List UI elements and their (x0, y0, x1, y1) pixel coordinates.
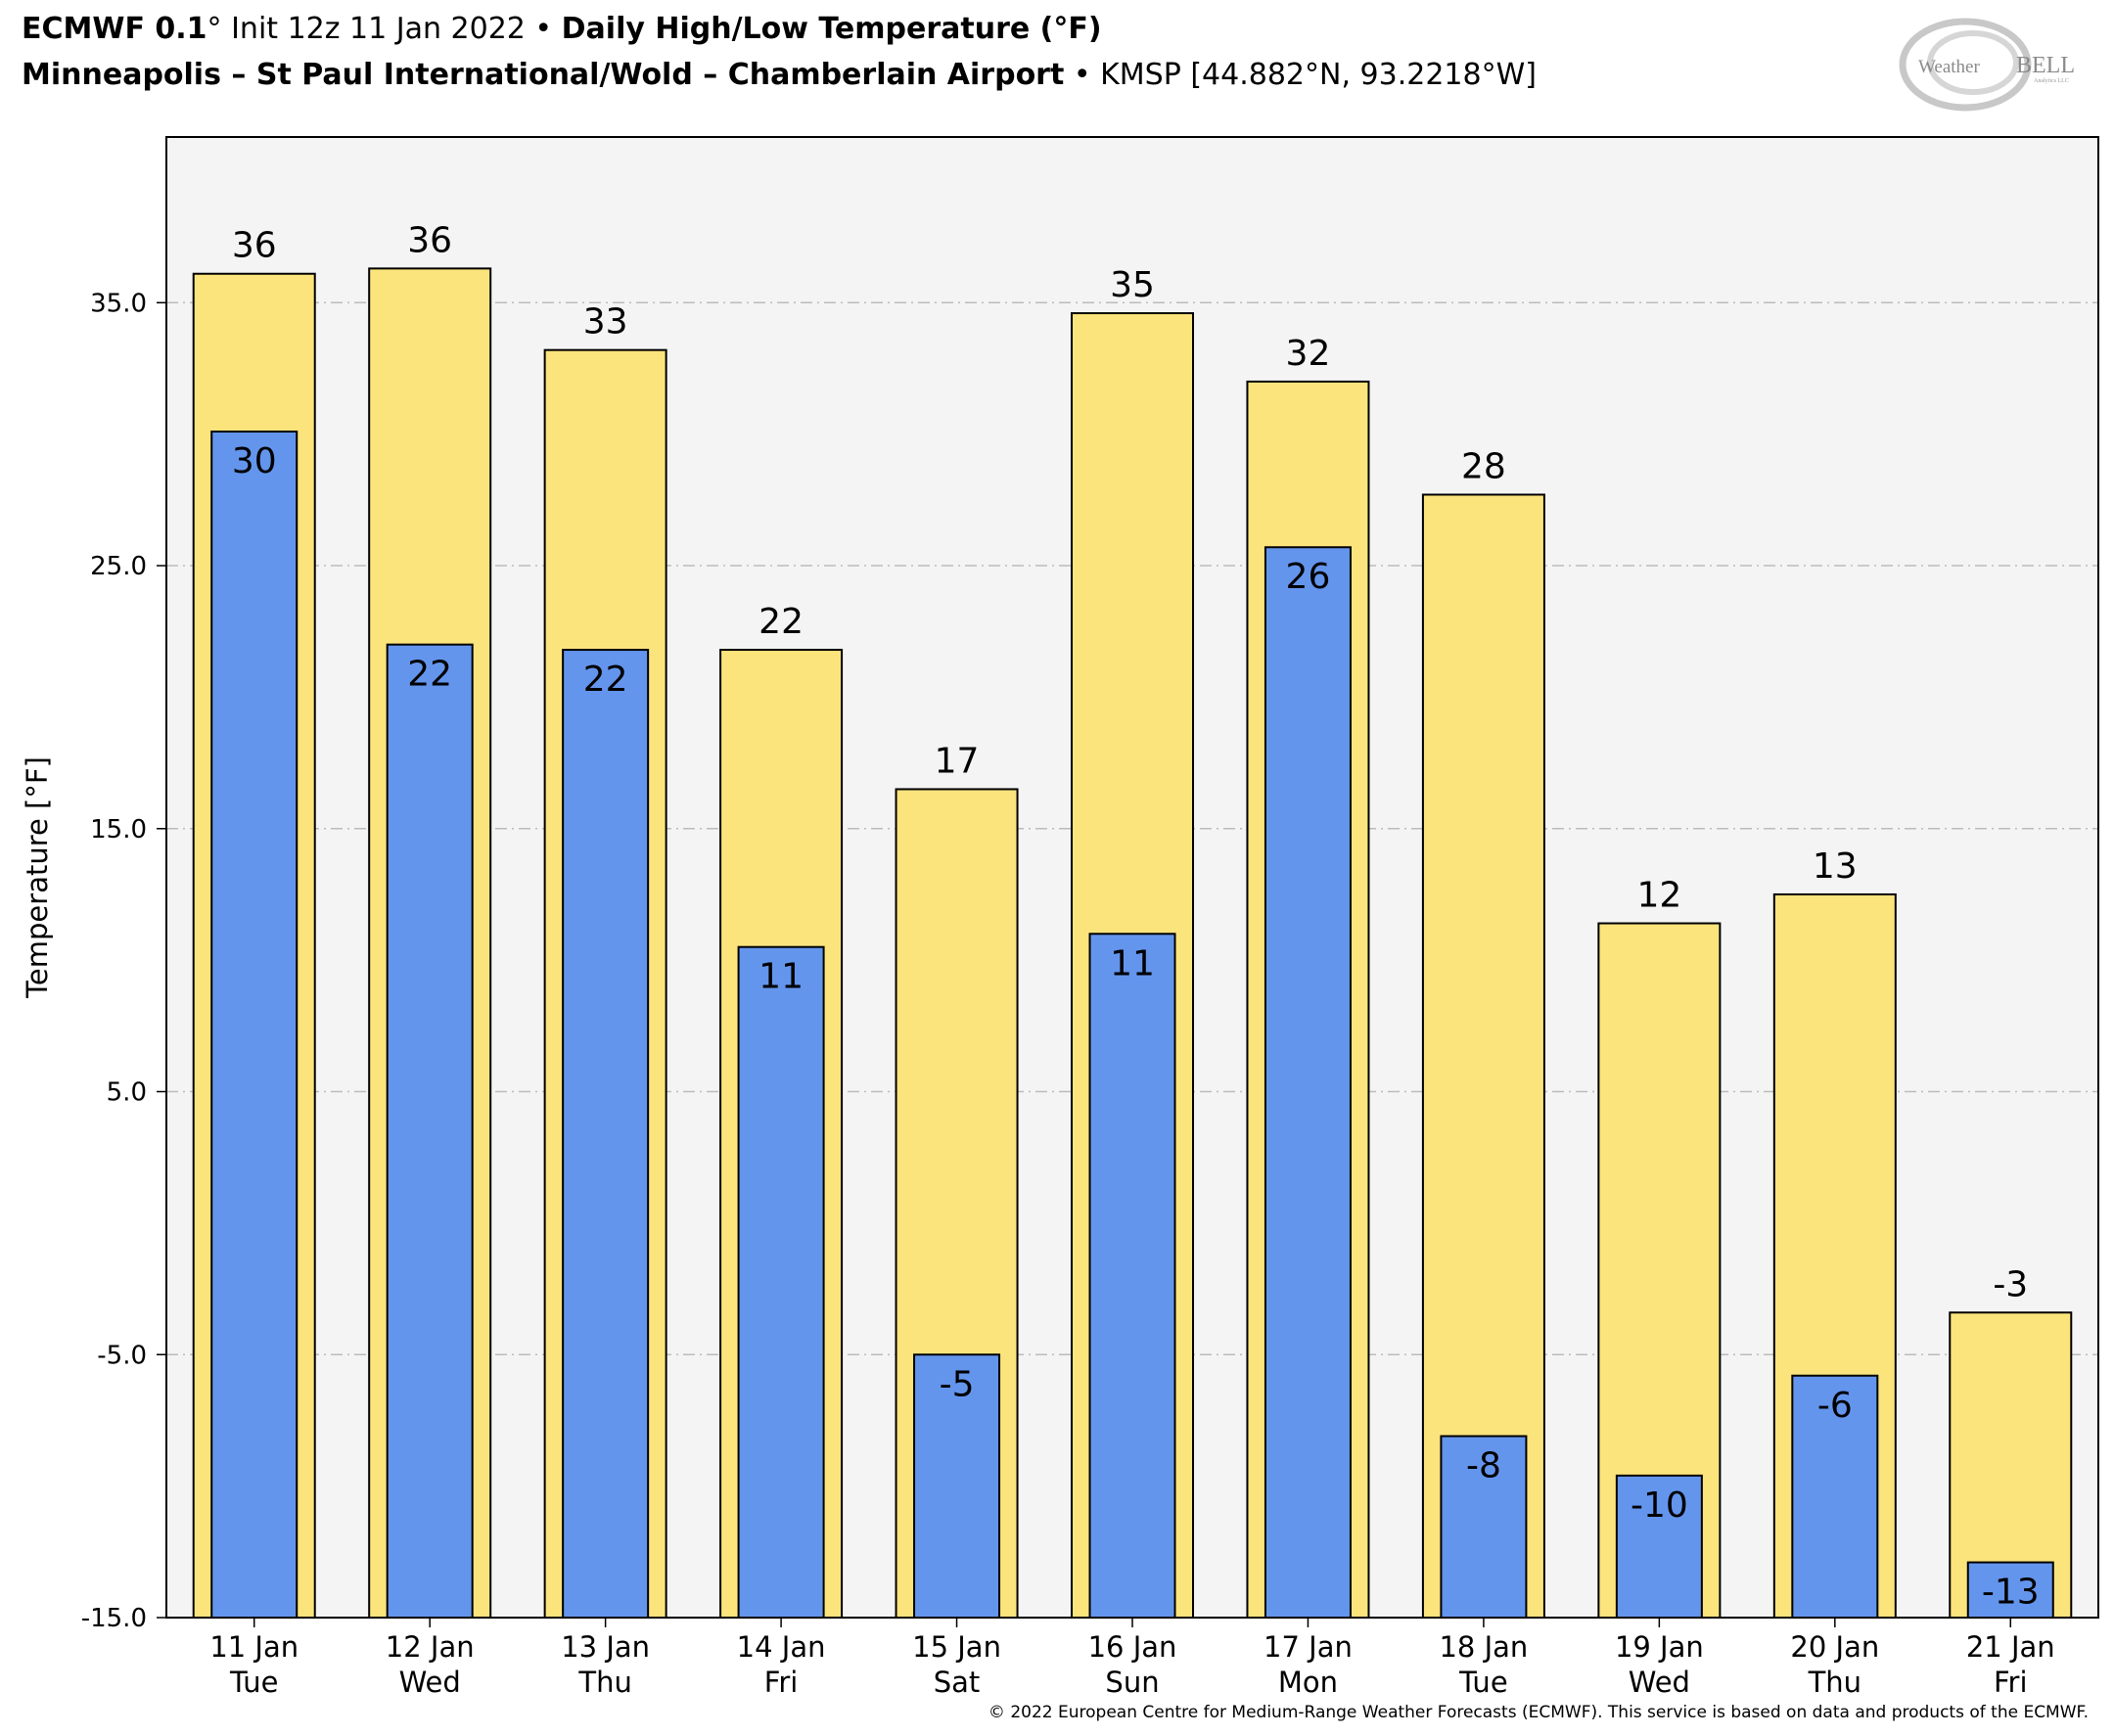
x-tick-date: 16 Jan (1088, 1630, 1177, 1664)
weatherbell-logo: Weather BELL Analytics LLC (1899, 18, 2075, 112)
init-time: Init 12z 11 Jan 2022 (221, 12, 526, 46)
station-info: KMSP [44.882°N, 93.2218°W] (1100, 58, 1537, 92)
x-tick-date: 18 Jan (1439, 1630, 1528, 1664)
x-tick-date: 14 Jan (737, 1630, 826, 1664)
low-temp-bar (210, 430, 299, 1620)
high-temp-label: 17 (935, 741, 980, 781)
y-tick-label: 15.0 (90, 815, 147, 845)
low-temp-label: 26 (1286, 557, 1331, 597)
y-tick-label: -5.0 (97, 1341, 147, 1370)
low-temp-bar (913, 1353, 1001, 1619)
high-temp-label: 33 (583, 302, 628, 343)
high-temp-label: 35 (1110, 265, 1155, 305)
logo-text-left: Weather (1918, 57, 1980, 77)
plot-frame (165, 136, 2099, 1619)
y-axis-label: Temperature [°F] (21, 756, 54, 999)
x-tick-weekday: Fri (1994, 1666, 2028, 1699)
x-tick-weekday: Wed (399, 1666, 461, 1699)
product-name: Daily High/Low Temperature (°F) (561, 12, 1102, 46)
high-temp-label: 32 (1286, 334, 1331, 374)
x-tick-weekday: Mon (1278, 1666, 1338, 1699)
low-temp-label: -8 (1466, 1446, 1501, 1486)
low-temp-bar (1791, 1374, 1879, 1620)
chart-title: ECMWF 0.1° Init 12z 11 Jan 2022 • Daily … (22, 12, 1102, 46)
x-tick-date: 15 Jan (912, 1630, 1001, 1664)
low-temp-bar (562, 649, 650, 1619)
low-temp-label: -13 (1982, 1573, 2040, 1613)
high-temp-label: 12 (1636, 876, 1681, 916)
station-name: Minneapolis – St Paul International/Wold… (22, 58, 1065, 92)
model-name: ECMWF 0.1 (22, 12, 207, 46)
high-temp-bar (1421, 493, 1545, 1620)
high-temp-label: 36 (407, 220, 452, 260)
high-temp-label: -3 (1993, 1264, 2028, 1304)
x-tick-date: 13 Jan (561, 1630, 650, 1664)
y-tick-label: 35.0 (90, 289, 147, 318)
high-temp-label: 28 (1461, 446, 1506, 486)
low-temp-bar (1966, 1561, 2054, 1619)
low-temp-label: -6 (1817, 1386, 1853, 1426)
low-temp-bar (1088, 933, 1176, 1619)
low-temp-bar (1440, 1435, 1528, 1620)
x-tick-weekday: Wed (1629, 1666, 1690, 1699)
high-temp-label: 22 (758, 602, 804, 642)
low-temp-label: 11 (1110, 943, 1155, 983)
bullet-separator: • (525, 12, 562, 46)
x-tick-weekday: Thu (577, 1666, 631, 1699)
degree-symbol: ° (207, 12, 222, 46)
x-tick-weekday: Fri (764, 1666, 799, 1699)
y-tick-label: 5.0 (107, 1078, 147, 1108)
low-temp-bar (1264, 546, 1352, 1619)
high-temp-label: 36 (232, 226, 277, 266)
y-tick-label: -15.0 (81, 1604, 147, 1633)
y-tick-label: 25.0 (90, 552, 147, 581)
logo-subtext: Analytics LLC (2034, 78, 2069, 84)
low-temp-label: 22 (583, 660, 628, 700)
x-tick-date: 12 Jan (386, 1630, 475, 1664)
copyright-notice: © 2022 European Centre for Medium-Range … (988, 1703, 2089, 1722)
x-tick-date: 20 Jan (1790, 1630, 1879, 1664)
low-temp-label: -10 (1631, 1485, 1688, 1526)
high-temp-label: 13 (1813, 846, 1858, 887)
x-tick-date: 19 Jan (1615, 1630, 1704, 1664)
low-temp-label: 30 (232, 441, 277, 481)
x-tick-weekday: Tue (1458, 1666, 1508, 1699)
low-temp-label: 22 (407, 655, 452, 695)
x-tick-weekday: Thu (1808, 1666, 1861, 1699)
low-temp-label: 11 (758, 957, 804, 997)
x-tick-date: 17 Jan (1264, 1630, 1353, 1664)
chart-subtitle: Minneapolis – St Paul International/Wold… (22, 58, 1537, 92)
logo-swirl-outer (1899, 18, 2032, 112)
x-tick-date: 11 Jan (209, 1630, 299, 1664)
x-tick-weekday: Sun (1105, 1666, 1159, 1699)
low-temp-label: -5 (940, 1364, 975, 1404)
low-temp-bar (737, 945, 825, 1619)
logo-swirl-inner (1927, 30, 2019, 95)
logo-text-right: BELL (2016, 53, 2075, 78)
x-tick-date: 21 Jan (1966, 1630, 2055, 1664)
x-tick-weekday: Sat (934, 1666, 981, 1699)
low-temp-bar (386, 643, 474, 1619)
bullet-separator: • (1064, 58, 1101, 92)
x-tick-weekday: Tue (229, 1666, 279, 1699)
